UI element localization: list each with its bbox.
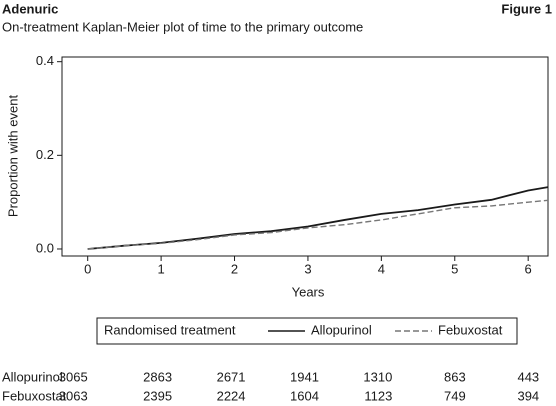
x-tick-label: 0 bbox=[84, 261, 91, 276]
risk-row-label: Febuxostat bbox=[2, 388, 67, 403]
x-tick-label: 3 bbox=[304, 261, 311, 276]
risk-count: 3065 bbox=[59, 369, 88, 384]
risk-count: 3063 bbox=[59, 388, 88, 403]
legend-label: Allopurinol bbox=[311, 322, 372, 337]
risk-count: 2224 bbox=[217, 388, 246, 403]
risk-count: 443 bbox=[517, 369, 539, 384]
legend-title: Randomised treatment bbox=[104, 322, 236, 337]
chart-title: On-treatment Kaplan-Meier plot of time t… bbox=[2, 19, 363, 34]
risk-count: 2863 bbox=[143, 369, 172, 384]
risk-count: 1604 bbox=[290, 388, 319, 403]
y-tick-label: 0.4 bbox=[36, 53, 54, 68]
risk-count: 2395 bbox=[143, 388, 172, 403]
km-curve bbox=[87, 199, 549, 250]
y-tick-label: 0.0 bbox=[36, 240, 54, 255]
risk-count: 863 bbox=[444, 369, 466, 384]
header-right: Figure 1 bbox=[501, 1, 552, 16]
km-curve bbox=[87, 186, 549, 250]
risk-count: 1123 bbox=[364, 388, 392, 403]
x-tick-label: 5 bbox=[451, 261, 458, 276]
risk-row-label: Allopurinol bbox=[2, 369, 63, 384]
risk-count: 1941 bbox=[290, 369, 319, 384]
y-tick-label: 0.2 bbox=[36, 147, 54, 162]
x-tick-label: 2 bbox=[231, 261, 238, 276]
x-tick-label: 6 bbox=[525, 261, 532, 276]
header-left: Adenuric bbox=[2, 1, 58, 16]
y-axis-label: Proportion with event bbox=[5, 95, 20, 218]
risk-count: 2671 bbox=[217, 369, 246, 384]
risk-count: 1310 bbox=[363, 369, 392, 384]
legend-label: Febuxostat bbox=[438, 322, 503, 337]
risk-count: 394 bbox=[517, 388, 539, 403]
plot-frame bbox=[61, 56, 549, 257]
x-tick-label: 1 bbox=[157, 261, 164, 276]
x-tick-label: 4 bbox=[378, 261, 385, 276]
legend-box bbox=[96, 317, 518, 345]
risk-count: 749 bbox=[444, 388, 466, 403]
x-axis-label: Years bbox=[292, 284, 325, 299]
